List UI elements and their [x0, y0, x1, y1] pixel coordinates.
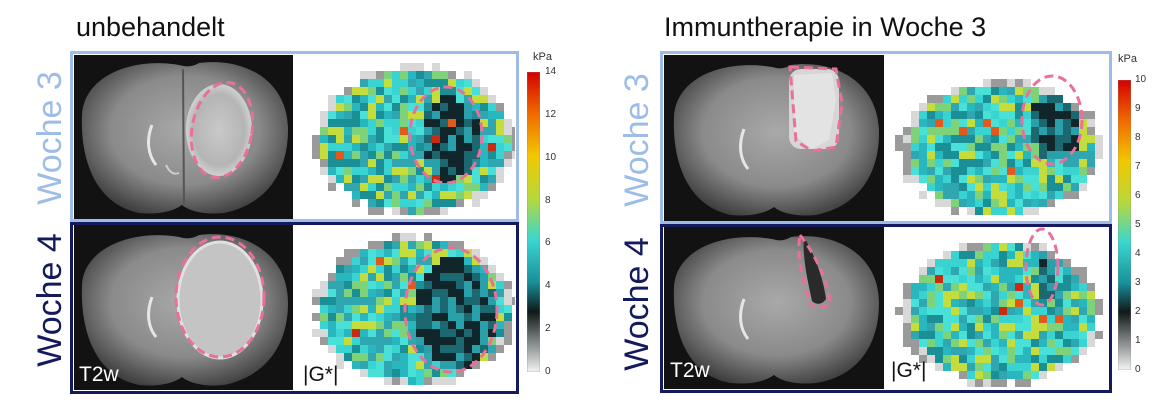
colorbar-tick: 12: [545, 108, 557, 120]
colorbar-tick: 3: [1135, 277, 1141, 288]
left-panel-title: unbehandelt: [76, 12, 225, 42]
colorbar-tick: 8: [545, 194, 551, 206]
colorbar-tick: 10: [545, 151, 557, 163]
right-week3-t2w-image: [664, 55, 884, 221]
right-week3-frame: [660, 51, 1112, 224]
colorbar-tick: 5: [1135, 219, 1141, 230]
right-week4-t2w-image: [664, 227, 884, 389]
left-week4-frame: [70, 222, 519, 394]
right-colorbar: [1117, 79, 1132, 371]
right-panel-title: Immuntherapie in Woche 3: [664, 12, 987, 42]
colorbar-tick: 2: [545, 323, 551, 335]
right-colorbar-unit: kPa: [1118, 53, 1137, 65]
left-week3-frame: [70, 51, 519, 222]
left-t2w-label: T2w: [79, 363, 119, 386]
left-colorbar-unit: kPa: [533, 51, 552, 63]
right-t2w-label: T2w: [670, 359, 710, 382]
left-row-label-week3: Woche 3: [31, 71, 69, 205]
colorbar-tick: 2: [1135, 306, 1141, 317]
left-week3-t2w-image: [74, 55, 293, 219]
colorbar-tick: 0: [545, 366, 551, 377]
left-week4-t2w-image: [74, 225, 293, 390]
colorbar-tick: 6: [1135, 190, 1141, 201]
left-week4-stiffness-map: [296, 225, 515, 390]
right-week4-stiffness-map: [887, 227, 1108, 389]
left-week3-stiffness-map: [296, 55, 515, 219]
colorbar-tick: 10: [1135, 74, 1147, 85]
colorbar-tick: 8: [1135, 132, 1141, 143]
right-row-label-week4: Woche 4: [618, 237, 656, 371]
right-g-label: |G*|: [891, 359, 927, 382]
left-row-label-week4: Woche 4: [31, 233, 69, 367]
colorbar-tick: 9: [1135, 103, 1141, 114]
right-week4-frame: [660, 224, 1112, 393]
colorbar-tick: 14: [545, 66, 557, 77]
colorbar-tick: 1: [1135, 335, 1141, 346]
left-g-label: |G*|: [303, 363, 339, 386]
colorbar-tick: 7: [1135, 161, 1141, 172]
colorbar-tick: 4: [1135, 248, 1141, 259]
left-colorbar: [526, 71, 541, 373]
colorbar-tick: 0: [1135, 364, 1141, 375]
colorbar-tick: 4: [545, 280, 551, 292]
right-week3-stiffness-map: [887, 55, 1108, 221]
colorbar-tick: 6: [545, 237, 551, 249]
right-row-label-week3: Woche 3: [618, 73, 656, 207]
